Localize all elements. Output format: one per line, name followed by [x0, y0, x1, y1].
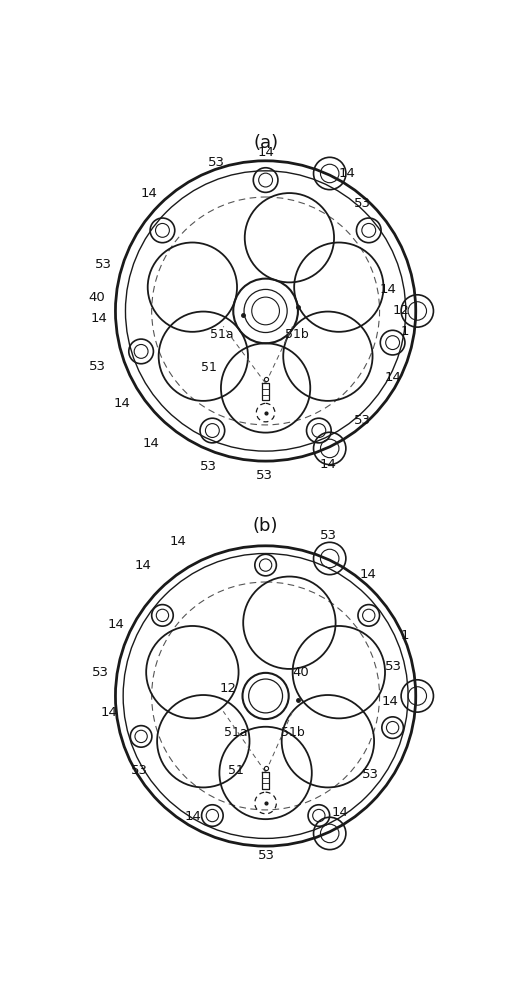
- Text: 53: 53: [385, 660, 402, 673]
- Circle shape: [115, 546, 416, 846]
- Text: 53: 53: [88, 360, 105, 373]
- Text: 53: 53: [208, 156, 225, 169]
- Text: 14: 14: [113, 397, 130, 410]
- Text: 14: 14: [141, 187, 158, 200]
- Text: 1: 1: [401, 629, 409, 642]
- Text: 40: 40: [89, 291, 105, 304]
- Text: 53: 53: [92, 666, 110, 679]
- Circle shape: [115, 161, 416, 461]
- Text: 53: 53: [256, 469, 274, 482]
- Text: 12: 12: [220, 682, 236, 695]
- Text: 51b: 51b: [281, 726, 305, 739]
- Text: 51: 51: [201, 361, 216, 374]
- Text: 14: 14: [331, 806, 348, 820]
- Text: 53: 53: [362, 768, 379, 781]
- Text: 14: 14: [142, 437, 159, 450]
- Text: 51a: 51a: [224, 726, 248, 739]
- Text: 53: 53: [94, 258, 112, 271]
- Text: 51b: 51b: [285, 328, 309, 341]
- Text: 14: 14: [135, 559, 152, 572]
- Text: 14: 14: [339, 167, 356, 180]
- Text: 14: 14: [385, 371, 402, 384]
- Text: 12: 12: [392, 304, 409, 317]
- Text: 53: 53: [320, 529, 336, 542]
- Text: 53: 53: [354, 197, 371, 210]
- Text: 14: 14: [360, 568, 376, 581]
- Text: 51: 51: [228, 764, 243, 777]
- Text: 1: 1: [401, 325, 409, 338]
- Text: 40: 40: [293, 666, 309, 679]
- Text: 14: 14: [90, 312, 107, 325]
- Text: (a): (a): [253, 134, 278, 152]
- Text: 53: 53: [258, 849, 275, 862]
- Text: 14: 14: [185, 810, 202, 823]
- Text: 14: 14: [320, 458, 336, 471]
- Text: 14: 14: [381, 695, 398, 708]
- Text: 53: 53: [200, 460, 217, 473]
- Text: 14: 14: [108, 618, 125, 631]
- Text: (b): (b): [253, 517, 278, 535]
- Text: 53: 53: [131, 764, 148, 777]
- Text: 14: 14: [169, 535, 186, 548]
- Text: 14: 14: [257, 146, 274, 159]
- Text: 14: 14: [379, 283, 397, 296]
- Text: 53: 53: [354, 414, 371, 427]
- Text: 51a: 51a: [210, 328, 234, 341]
- Text: 14: 14: [100, 706, 117, 719]
